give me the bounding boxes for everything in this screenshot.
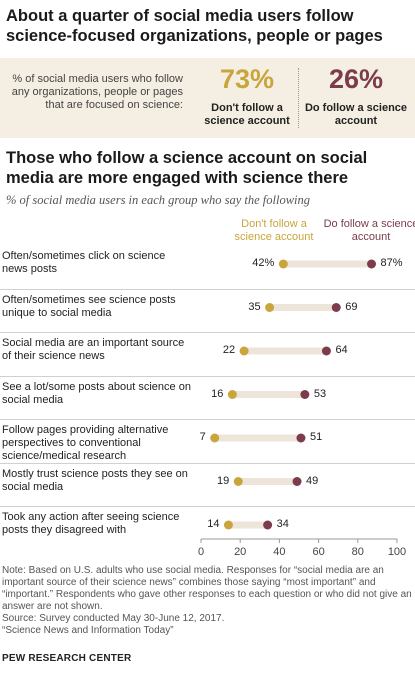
value-label-dont-follow: 42% [252, 257, 275, 269]
value-label-do-follow: 69 [345, 300, 358, 313]
dot-dont-follow [239, 346, 249, 356]
summary-divider [298, 68, 299, 128]
dot-do-follow [300, 390, 310, 399]
x-tick-label: 60 [312, 546, 324, 558]
source-text: Source: Survey conducted May 30-June 12,… [2, 613, 225, 624]
row-divider [0, 288, 415, 290]
page-title: About a quarter of social media users fo… [6, 7, 383, 45]
dont-follow-percent: 73% [219, 64, 275, 94]
dot-dont-follow [227, 390, 237, 399]
row-divider [0, 419, 415, 420]
value-label-dont-follow: 35 [248, 300, 261, 313]
summary-description: % of social media users who follow any o… [11, 73, 183, 111]
notes: Note: Based on U.S. adults who use socia… [2, 565, 412, 637]
row-label: Follow pages providing alternative persp… [2, 424, 169, 462]
value-label-dont-follow: 19 [217, 474, 230, 487]
x-tick-label: 100 [388, 546, 406, 558]
value-label-dont-follow: 22 [222, 344, 236, 356]
note-text: Note: Based on U.S. adults who use socia… [2, 565, 412, 612]
dot-do-follow [292, 477, 302, 486]
row-label: Mostly trust science posts they see on s… [2, 467, 188, 493]
row-label: Often/sometimes click on science news po… [2, 250, 166, 275]
dont-follow-label: Don't follow a science account [204, 102, 290, 127]
do-follow-percent: 26% [328, 64, 384, 94]
x-tick-label: 0 [198, 546, 204, 558]
row-divider [0, 462, 415, 464]
dot-dont-follow [223, 520, 233, 530]
dot-do-follow [321, 346, 331, 356]
dot-do-follow [367, 259, 377, 269]
dot-do-follow [331, 303, 341, 312]
value-label-dont-follow: 7 [199, 431, 206, 443]
do-follow-label: Do follow a science account [304, 102, 408, 127]
value-label-do-follow: 49 [306, 474, 319, 487]
chart-title: Those who follow a science account on so… [6, 149, 368, 187]
value-label-do-follow: 53 [313, 387, 327, 400]
dot-dont-follow [210, 433, 220, 443]
row-divider [0, 332, 415, 333]
value-label-do-follow: 34 [276, 518, 289, 530]
chart-subtitle: % of social media users in each group wh… [6, 193, 311, 207]
x-tick-label: 20 [234, 546, 246, 558]
row-label: Took any action after seeing science pos… [2, 511, 180, 536]
brand-logo-text: PEW RESEARCH CENTER [2, 653, 132, 664]
x-tick-label: 80 [352, 546, 364, 558]
summary-panel: % of social media users who follow any o… [0, 58, 415, 138]
row-label: See a lot/some posts about science on so… [2, 380, 191, 406]
value-label-do-follow: 51 [309, 431, 323, 443]
row-label: Social media are an important source of … [2, 337, 185, 362]
row-divider [0, 506, 415, 507]
legend-do-follow: Do follow a science account [323, 218, 415, 243]
dot-dont-follow [278, 259, 288, 269]
row-label: Often/sometimes see science posts unique… [2, 293, 176, 319]
dot-do-follow [263, 520, 273, 530]
value-label-dont-follow: 14 [207, 518, 220, 530]
x-tick-label: 40 [273, 546, 285, 558]
value-label-do-follow: 87% [380, 257, 403, 269]
dot-dont-follow [233, 477, 243, 486]
report-text: “Science News and Information Today” [2, 625, 174, 636]
dot-dont-follow [265, 303, 275, 312]
legend-dont-follow: Don't follow a science account [234, 218, 314, 243]
value-label-do-follow: 64 [335, 344, 348, 356]
dot-chart: 0 20 40 60 80 100 [198, 259, 406, 558]
row-divider [0, 375, 415, 377]
dot-do-follow [296, 433, 306, 443]
value-label-dont-follow: 16 [211, 387, 224, 400]
